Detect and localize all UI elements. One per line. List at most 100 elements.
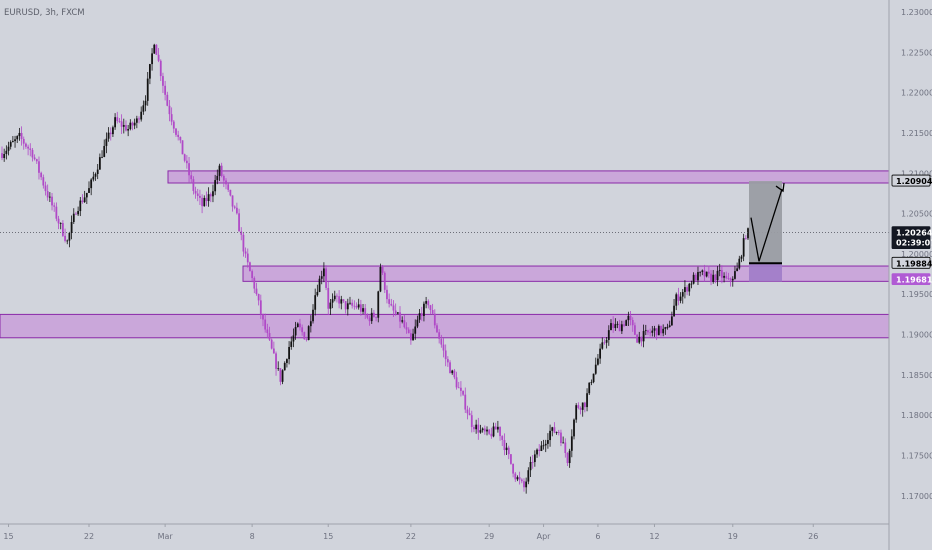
price-tag-bg — [891, 174, 931, 187]
candle-body — [629, 315, 632, 321]
candle-body — [38, 161, 40, 173]
time-tick-label: 8 — [250, 532, 255, 541]
candle-body — [644, 330, 647, 332]
candle-body — [14, 139, 16, 142]
candle-body — [35, 159, 38, 162]
candle-body — [470, 415, 473, 427]
candle-body — [429, 305, 432, 311]
candle-body — [562, 442, 565, 444]
candle-body — [664, 327, 667, 329]
candle-body — [290, 341, 293, 347]
candle-body — [557, 432, 560, 433]
candle-body — [264, 319, 267, 330]
candle-body — [181, 140, 184, 155]
candle-body — [133, 122, 136, 126]
projection-arrow — [750, 188, 783, 262]
candle-body — [510, 454, 512, 464]
candle-body — [155, 44, 158, 55]
candle-body — [688, 283, 691, 292]
candle-body — [75, 213, 77, 215]
candle-body — [118, 121, 121, 122]
candle-body — [172, 121, 175, 129]
candle-body — [399, 312, 401, 322]
candle-body — [607, 330, 610, 340]
candle-body — [496, 426, 499, 430]
candle-body — [233, 206, 236, 208]
candle-body — [44, 185, 47, 192]
candle-body — [581, 402, 584, 410]
candle-body — [431, 310, 434, 314]
candle-body — [423, 303, 425, 316]
candle-body — [712, 274, 715, 282]
candle-body — [207, 194, 210, 202]
candle-body — [164, 85, 167, 95]
candle-body — [148, 64, 151, 79]
candle-body — [229, 189, 232, 196]
candle-body — [597, 358, 599, 365]
candle-body — [668, 325, 671, 327]
candle-body — [586, 393, 588, 408]
candle-body — [540, 445, 543, 452]
candle-body — [249, 262, 251, 272]
candle-body — [536, 449, 538, 455]
candle-body — [307, 326, 310, 340]
time-tick-label: 19 — [728, 532, 738, 541]
candle-body — [721, 270, 723, 278]
candle-body — [392, 305, 395, 311]
candle-body — [194, 190, 197, 194]
candle-body — [481, 428, 484, 431]
candle-body — [649, 332, 652, 334]
candle-body — [479, 430, 482, 433]
candle-body — [22, 138, 25, 144]
candle-body — [488, 429, 491, 434]
candle-body — [11, 141, 14, 143]
candle-body — [20, 132, 23, 139]
price-axis[interactable]: 1.23000 1.22500 1.22000 1.21500 1.21000 1.205… — [901, 8, 932, 501]
candle-body — [388, 299, 391, 304]
price-tick-label: 1.20500 — [901, 210, 932, 219]
candle-body — [490, 433, 493, 437]
candle-body — [710, 273, 712, 282]
candle-body — [309, 321, 312, 327]
candle-body — [636, 334, 638, 343]
candle-body — [533, 454, 536, 463]
candle-body — [131, 122, 134, 126]
candle-body — [351, 302, 354, 306]
candle-body — [375, 316, 377, 318]
candle-body — [449, 362, 451, 374]
price-tick-label: 1.18500 — [901, 371, 932, 380]
candle-body — [362, 308, 364, 312]
candle-body — [257, 294, 260, 301]
candle-body — [601, 342, 604, 349]
candle-body — [83, 197, 86, 203]
candle-body — [690, 283, 693, 285]
price-tick-label: 1.19500 — [901, 290, 932, 299]
candle-body — [314, 295, 317, 310]
candle-body — [168, 105, 171, 115]
countdown-label: 02:39:07 — [896, 239, 932, 248]
candle-body — [344, 301, 347, 310]
candle-body — [455, 377, 458, 388]
candle-body — [612, 323, 615, 329]
candle-body — [209, 194, 212, 197]
candle-body — [555, 432, 558, 433]
candle-body — [16, 136, 19, 140]
candle-body — [405, 327, 408, 330]
time-axis[interactable]: 15 22 Mar 8 15 22 29 Apr 6 12 19 26 — [3, 524, 818, 541]
candle-body — [444, 350, 447, 360]
candle-body — [603, 342, 606, 344]
candle-body — [235, 207, 238, 214]
candle-body — [77, 211, 80, 215]
candle-body — [266, 329, 269, 334]
candle-body — [53, 205, 56, 207]
candle-body — [657, 325, 660, 336]
zone-2 — [0, 313, 890, 339]
candle-body — [55, 206, 58, 219]
candle-body — [501, 436, 504, 440]
price-tag-bg — [891, 273, 931, 286]
arrow-head — [775, 182, 785, 193]
candle-body — [251, 271, 254, 279]
